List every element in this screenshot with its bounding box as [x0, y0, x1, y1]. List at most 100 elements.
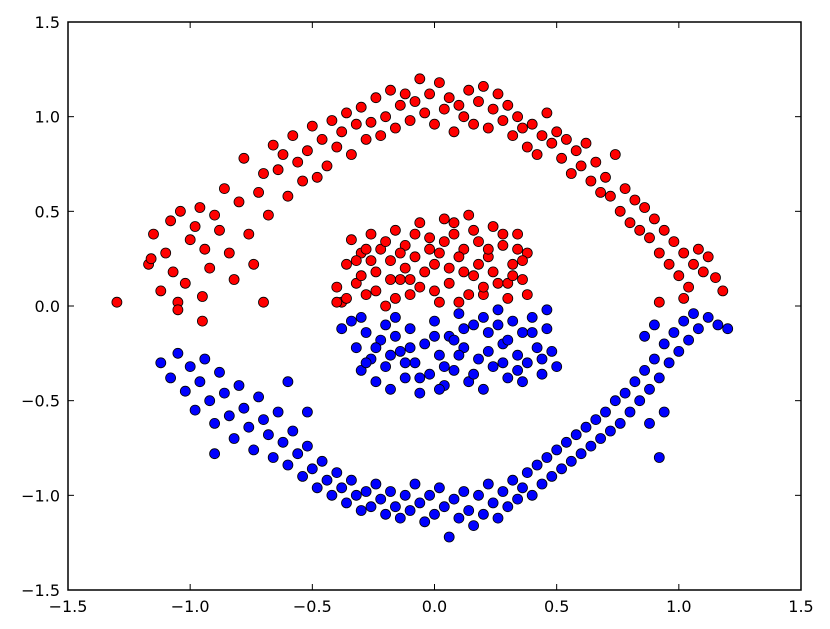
data-point-0-66: [448, 126, 460, 138]
data-point-0-46: [350, 118, 362, 130]
data-point-1-82: [565, 455, 577, 467]
data-point-1-146: [473, 353, 484, 365]
data-point-0-28: [262, 209, 274, 221]
data-point-1-137: [429, 315, 440, 327]
data-point-0-155: [473, 236, 484, 248]
data-point-0-33: [287, 130, 299, 142]
data-point-1-123: [360, 327, 372, 338]
data-point-0-148: [438, 213, 450, 225]
data-point-1-179: [512, 364, 523, 376]
data-point-1-31: [316, 455, 328, 467]
data-point-1-57: [443, 531, 455, 543]
data-point-1-4: [184, 361, 196, 373]
data-point-1-143: [458, 342, 470, 354]
data-point-0-111: [668, 236, 680, 248]
data-point-0-158: [487, 221, 499, 232]
data-point-0-56: [399, 88, 411, 100]
data-point-1-169: [502, 334, 514, 346]
data-point-0-165: [521, 247, 533, 259]
data-point-0-50: [370, 92, 382, 104]
data-point-0-191: [350, 255, 362, 267]
data-point-1-94: [624, 406, 636, 418]
data-point-1-52: [419, 516, 431, 528]
data-point-1-40: [360, 486, 372, 497]
data-point-1-25: [287, 425, 299, 437]
data-point-0-57: [404, 115, 416, 126]
data-point-0-130: [350, 277, 362, 289]
data-point-0-160: [497, 239, 509, 251]
data-point-0-59: [414, 73, 426, 85]
data-point-0-140: [399, 239, 411, 251]
data-point-1-50: [409, 478, 421, 490]
data-point-1-55: [433, 482, 445, 494]
data-point-1-84: [575, 448, 587, 460]
data-point-1-173: [468, 368, 480, 380]
data-point-0-197: [521, 289, 533, 301]
data-point-0-9: [174, 205, 186, 217]
data-point-1-26: [292, 448, 304, 460]
data-point-1-166: [429, 330, 440, 342]
data-point-0-88: [556, 152, 567, 164]
data-point-0-20: [223, 247, 235, 259]
data-point-1-23: [277, 436, 289, 448]
data-point-0-69: [463, 84, 475, 96]
data-point-1-20: [262, 429, 274, 441]
data-point-1-75: [531, 459, 543, 471]
data-point-0-41: [326, 115, 338, 126]
data-point-1-110: [712, 319, 724, 331]
data-point-1-122: [355, 364, 367, 376]
data-point-0-23: [238, 152, 250, 164]
data-point-1-30: [311, 482, 323, 494]
data-point-0-16: [204, 262, 216, 274]
data-point-1-164: [380, 319, 392, 331]
data-point-0-132: [360, 289, 372, 301]
data-point-1-172: [438, 361, 450, 373]
data-point-1-189: [517, 376, 528, 388]
data-point-0-100: [614, 205, 626, 217]
data-point-1-14: [233, 380, 245, 391]
data-point-1-8: [204, 395, 216, 407]
x-tick-label-5: 1.0: [666, 597, 691, 616]
data-point-1-83: [570, 429, 582, 441]
data-point-0-142: [409, 251, 421, 263]
y-tick-label-0: 1.5: [35, 13, 60, 32]
data-point-0-147: [433, 247, 445, 259]
y-tick-label-1: 1.0: [35, 108, 60, 127]
data-point-1-136: [424, 368, 436, 380]
data-point-1-11: [218, 387, 230, 399]
data-point-1-141: [448, 364, 460, 376]
data-point-0-163: [512, 228, 523, 240]
data-point-0-45: [345, 149, 357, 160]
data-point-0-112: [673, 270, 685, 282]
data-point-0-85: [541, 107, 553, 119]
axis-ticks: −1.5 −1.0 −0.5 0.0 0.5 1.0 1.5 1.5 1.0 0.5 0.0 −0.5…: [21, 13, 814, 616]
x-tick-label-0: −1.5: [49, 597, 88, 616]
data-point-1-131: [399, 372, 411, 384]
data-point-1-44: [380, 508, 392, 520]
data-point-0-154: [468, 270, 480, 282]
data-point-0-5: [160, 247, 172, 259]
data-point-0-65: [443, 92, 455, 104]
data-point-1-60: [458, 486, 470, 497]
data-point-1-37: [345, 474, 357, 486]
data-point-1-59: [453, 512, 465, 524]
data-point-1-186: [536, 353, 548, 365]
data-point-1-112: [649, 319, 660, 331]
data-point-1-65: [482, 478, 494, 490]
data-point-1-87: [590, 414, 602, 426]
data-point-0-195: [477, 281, 489, 293]
data-point-1-13: [228, 433, 240, 444]
data-point-1-32: [321, 474, 333, 486]
data-point-1-47: [394, 512, 406, 524]
data-point-0-63: [433, 77, 445, 88]
data-point-0-4: [155, 285, 167, 297]
data-point-0-39: [316, 133, 328, 145]
y-tick-label-2: 0.5: [35, 202, 60, 221]
data-point-0-185: [409, 228, 421, 240]
data-point-0-149: [443, 262, 455, 274]
data-point-0-128: [341, 258, 352, 270]
data-point-1-48: [399, 489, 411, 501]
data-point-1-154: [512, 349, 523, 361]
x-tick-label-6: 1.5: [788, 597, 813, 616]
data-point-1-114: [658, 406, 670, 418]
